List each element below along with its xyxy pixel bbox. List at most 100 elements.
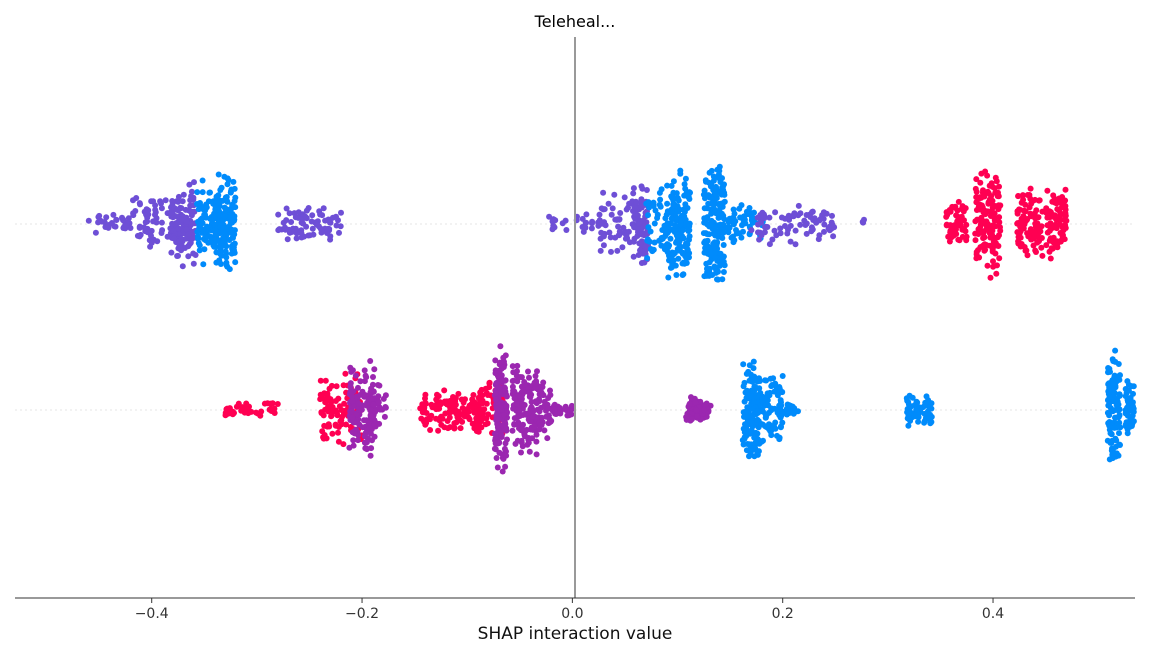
data-point bbox=[367, 412, 374, 419]
data-point bbox=[712, 240, 719, 247]
x-axis-ticks: −0.4 −0.2 0.0 0.2 0.4 bbox=[135, 598, 1004, 622]
data-point bbox=[382, 404, 389, 410]
data-point bbox=[283, 217, 290, 224]
data-point bbox=[133, 195, 140, 201]
data-point bbox=[708, 194, 715, 201]
data-point bbox=[1113, 450, 1120, 457]
data-point bbox=[475, 394, 482, 401]
data-point bbox=[701, 187, 708, 194]
data-point bbox=[1106, 401, 1112, 408]
data-point bbox=[246, 403, 252, 410]
data-point bbox=[778, 214, 785, 221]
data-point bbox=[740, 383, 747, 390]
data-point bbox=[909, 394, 916, 401]
data-point bbox=[371, 366, 378, 373]
data-point bbox=[348, 408, 355, 415]
data-point bbox=[1015, 193, 1022, 200]
data-point bbox=[533, 380, 540, 387]
data-point bbox=[179, 263, 186, 270]
data-point bbox=[714, 233, 721, 240]
data-point bbox=[158, 205, 165, 212]
data-point bbox=[183, 218, 190, 225]
data-point bbox=[530, 408, 537, 414]
data-point bbox=[375, 382, 381, 388]
data-point bbox=[159, 227, 166, 234]
data-point bbox=[766, 214, 773, 221]
data-point bbox=[223, 259, 230, 266]
data-point bbox=[756, 378, 763, 384]
data-point bbox=[1058, 198, 1065, 205]
data-point bbox=[526, 448, 533, 455]
data-point bbox=[1130, 390, 1136, 397]
data-point bbox=[221, 173, 228, 180]
data-point bbox=[1027, 185, 1034, 192]
data-point bbox=[144, 229, 151, 236]
data-point bbox=[675, 197, 682, 204]
data-point bbox=[333, 383, 340, 390]
data-point bbox=[492, 440, 499, 447]
data-point bbox=[651, 220, 658, 227]
data-point bbox=[525, 436, 532, 443]
data-point bbox=[428, 401, 435, 408]
data-point bbox=[152, 206, 159, 213]
data-point bbox=[451, 420, 458, 427]
data-point bbox=[349, 393, 355, 400]
data-point bbox=[772, 419, 779, 426]
data-point bbox=[494, 405, 501, 412]
data-point bbox=[367, 389, 374, 396]
data-point bbox=[441, 424, 448, 431]
data-point bbox=[686, 250, 693, 257]
data-point bbox=[157, 198, 164, 205]
data-point bbox=[817, 216, 824, 222]
data-point bbox=[746, 453, 752, 460]
data-point bbox=[716, 163, 723, 170]
data-point bbox=[534, 368, 540, 375]
data-point bbox=[334, 412, 341, 419]
data-point bbox=[959, 203, 966, 210]
data-point bbox=[215, 199, 222, 206]
data-point bbox=[673, 232, 680, 239]
data-point bbox=[665, 274, 672, 281]
data-point bbox=[756, 385, 763, 392]
data-point bbox=[532, 398, 539, 405]
data-point bbox=[671, 227, 678, 234]
data-point bbox=[559, 220, 566, 227]
data-point bbox=[381, 413, 388, 420]
data-point bbox=[647, 228, 654, 235]
data-point bbox=[754, 448, 761, 455]
data-point bbox=[751, 453, 758, 460]
data-point bbox=[668, 210, 675, 217]
data-point bbox=[1039, 252, 1046, 259]
data-point bbox=[1115, 373, 1122, 380]
data-point bbox=[540, 379, 547, 386]
data-point bbox=[179, 198, 186, 205]
data-point bbox=[768, 427, 775, 434]
data-point bbox=[293, 235, 300, 242]
data-point bbox=[1109, 451, 1116, 458]
data-point bbox=[704, 214, 711, 221]
data-point bbox=[524, 441, 531, 448]
data-point bbox=[1014, 208, 1021, 215]
data-point bbox=[609, 205, 616, 212]
data-point bbox=[325, 225, 332, 232]
data-point bbox=[218, 252, 225, 259]
data-point bbox=[957, 222, 964, 229]
data-point bbox=[790, 213, 797, 220]
data-point bbox=[1117, 392, 1123, 399]
data-point bbox=[915, 418, 922, 425]
data-point bbox=[686, 233, 693, 240]
data-point bbox=[905, 401, 912, 408]
data-point bbox=[664, 182, 671, 189]
data-point bbox=[195, 206, 202, 213]
data-point bbox=[790, 410, 797, 417]
data-point bbox=[520, 389, 527, 396]
data-point bbox=[332, 422, 339, 429]
data-point bbox=[510, 369, 517, 376]
data-point bbox=[1063, 217, 1070, 224]
data-point bbox=[194, 233, 201, 240]
data-point bbox=[650, 203, 657, 210]
data-point bbox=[347, 388, 354, 395]
data-point bbox=[951, 204, 958, 211]
data-point bbox=[202, 234, 209, 241]
data-point bbox=[1032, 220, 1039, 227]
